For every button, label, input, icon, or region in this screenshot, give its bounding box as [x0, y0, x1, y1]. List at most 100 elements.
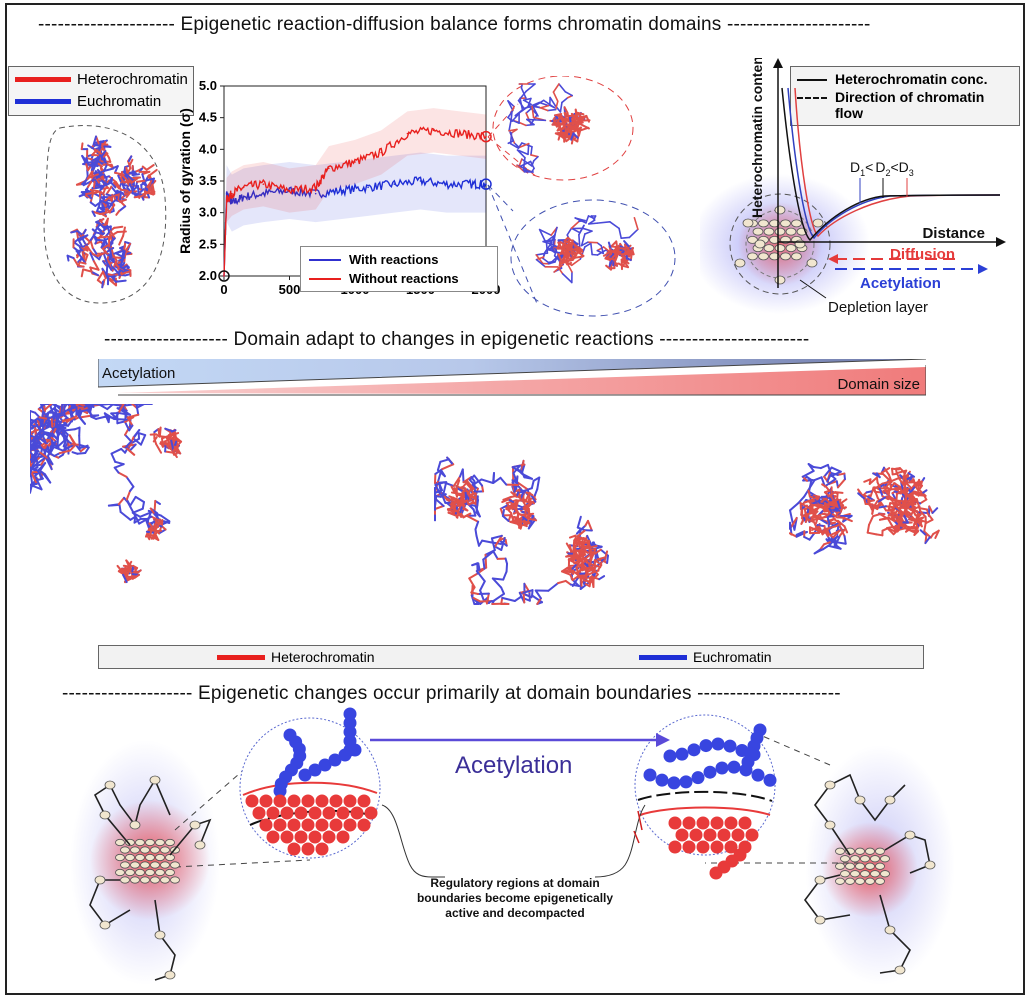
gradient-bar: Acetylation Domain size	[98, 359, 926, 396]
gradient-left-label: Acetylation	[102, 365, 175, 382]
chromatin-segment	[91, 210, 96, 217]
data-point	[354, 161, 356, 163]
bead	[301, 842, 315, 856]
chromatin-segment	[139, 511, 152, 518]
chromatin-segment	[501, 508, 505, 518]
chromatin-segment	[71, 443, 81, 446]
chromatin-linker	[879, 894, 911, 974]
chromatin-segment	[586, 567, 596, 574]
chromatin-segment	[464, 487, 472, 497]
chromatin-segment	[560, 570, 572, 576]
chromatin-segment	[54, 425, 67, 430]
nucleosome	[189, 820, 201, 830]
section-title-middle: ------------------- Domain adapt to chan…	[104, 329, 810, 350]
chromatin-segment	[549, 243, 556, 254]
chromatin-segment	[898, 515, 903, 524]
chromatin-segment	[490, 534, 503, 540]
chromatin-segment	[166, 432, 176, 439]
chromatin-segment	[884, 505, 896, 509]
chromatin-segment	[866, 531, 878, 536]
chromatin-segment	[100, 246, 108, 254]
chromatin-segment	[84, 446, 90, 455]
nucleosome	[854, 795, 866, 805]
nucleosome	[870, 855, 880, 863]
bead	[717, 828, 731, 842]
chromatin-segment	[459, 506, 463, 514]
chromatin-segment	[100, 239, 106, 249]
chromatin-segment	[482, 550, 495, 561]
chromatin-segment	[447, 511, 457, 517]
chromatin-segment	[493, 592, 505, 602]
chromatin-segment	[557, 579, 567, 585]
chromatin-segment	[66, 254, 70, 262]
flow-label: Direction of chromatin flow	[835, 89, 985, 121]
nucleosome	[894, 965, 906, 975]
chromatin-segment	[507, 503, 511, 511]
chromatin-segment	[552, 91, 559, 103]
chromatin-segment	[536, 597, 542, 605]
chromatin-segment	[116, 420, 127, 425]
chromatin-segment	[145, 177, 156, 182]
chromatin-segment	[42, 419, 48, 429]
chromatin-segment	[895, 469, 908, 475]
chromatin-segment	[618, 227, 623, 240]
chromatin-segment	[891, 492, 897, 501]
chromatin-segment	[114, 279, 127, 283]
chromatin-segment	[808, 532, 815, 541]
chromatin-segment	[92, 147, 102, 155]
chromatin-segment	[105, 185, 113, 196]
chromatin-segment	[80, 142, 84, 151]
chromatin-segment	[95, 415, 107, 420]
chromatin-segment	[816, 524, 826, 528]
chromatin-segment	[519, 488, 528, 494]
chart-ylabel: Radius of gyration (σ)	[177, 108, 193, 254]
chromatin-segment	[818, 497, 828, 504]
y-tick-label: 3.5	[199, 173, 217, 188]
chromatin-segment	[38, 462, 47, 473]
chromatin-segment	[903, 500, 908, 512]
chromatin-segment	[905, 482, 913, 490]
chromatin-segment	[468, 577, 476, 589]
chromatin-segment	[81, 242, 90, 249]
bead	[738, 816, 752, 830]
chromatin-segment	[165, 436, 172, 446]
chromatin-segment	[30, 442, 42, 446]
chromatin-segment	[89, 188, 101, 193]
chromatin-segment	[557, 266, 564, 275]
chromatin-linker	[804, 874, 851, 921]
chromatin-segment	[132, 437, 142, 446]
chromatin-segment	[135, 404, 146, 406]
without-reactions-label: Without reactions	[349, 271, 459, 286]
chromatin-segment	[907, 499, 913, 508]
nucleosome	[865, 877, 875, 885]
chromatin-segment	[890, 467, 901, 471]
chromatin-segment	[797, 495, 806, 505]
chromatin-segment	[552, 83, 560, 93]
chromatin-segment	[30, 472, 34, 486]
top-legend: Heterochromatin Euchromatin	[8, 66, 194, 116]
y-tick-label: 3.0	[199, 205, 217, 220]
chromatin-segment	[575, 566, 580, 577]
nucleosome	[145, 853, 155, 862]
bead	[343, 707, 357, 721]
chromatin-segment	[124, 440, 133, 449]
chromatin-segment	[522, 589, 534, 594]
nucleosome	[855, 877, 865, 885]
bead	[343, 818, 357, 832]
chromatin-segment	[578, 233, 581, 249]
chromatin-segment	[61, 429, 70, 443]
chromatin-segment	[443, 481, 455, 488]
chromatin-segment	[474, 528, 478, 537]
chromatin-segment	[830, 530, 841, 536]
data-point	[242, 186, 245, 189]
data-point	[485, 135, 487, 138]
chromatin-snapshots	[30, 404, 940, 605]
bead	[329, 818, 343, 832]
chromatin-segment	[68, 434, 77, 446]
nucleosome	[814, 915, 826, 925]
chromatin-segment	[158, 528, 167, 535]
bead	[663, 749, 677, 763]
chromatin-segment	[125, 489, 132, 501]
chromatin-segment	[873, 487, 879, 499]
bead	[315, 794, 329, 808]
